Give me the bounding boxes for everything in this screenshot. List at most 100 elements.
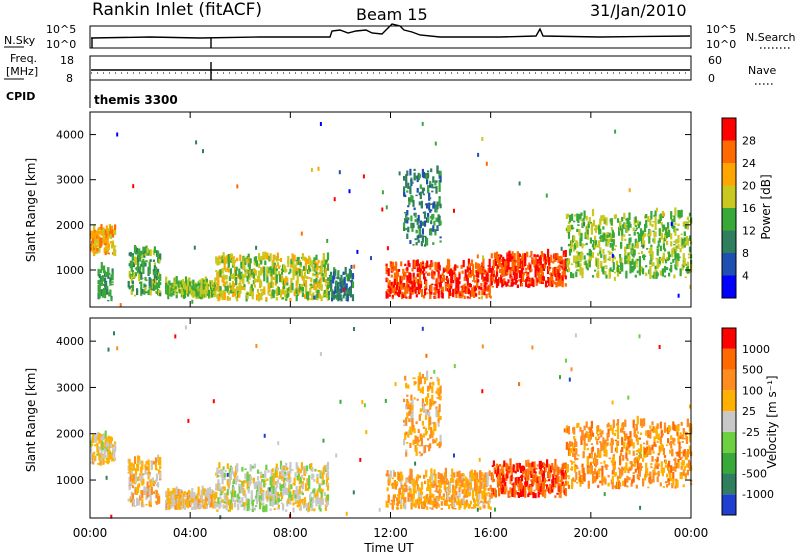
data-cell [427,212,430,220]
data-cell [536,258,539,264]
data-cell [540,251,543,258]
data-cell [612,262,615,270]
data-cell [532,279,535,288]
data-cell [325,478,328,485]
data-cell [488,470,491,477]
data-cell [518,181,521,186]
data-cell [270,469,273,477]
data-cell [534,471,537,473]
data-cell [423,474,426,479]
data-cell [432,481,435,488]
colorbar-swatch [722,208,736,231]
data-cell [111,272,114,275]
data-cell [578,229,581,236]
data-cell [386,293,389,299]
data-cell [637,252,640,255]
data-cell [232,487,236,492]
data-cell [290,258,293,268]
data-cell [342,271,345,275]
data-cell [631,258,634,265]
data-cell [673,424,676,431]
data-cell [495,270,499,277]
data-cell [434,296,437,299]
data-cell [272,472,275,480]
data-cell [416,273,419,277]
data-cell [477,270,480,278]
data-cell [289,466,292,474]
data-cell [416,267,419,273]
data-cell [630,482,633,487]
data-cell [662,486,665,488]
data-cell [153,285,156,290]
data-cell [325,294,328,298]
data-cell [199,505,202,509]
data-cell [393,495,396,499]
data-cell [98,433,101,441]
data-cell [660,222,663,226]
data-cell [670,241,673,247]
data-cell [238,483,241,488]
data-cell [388,280,391,287]
data-cell [670,440,673,449]
data-cell [343,276,346,284]
data-cell [290,484,293,490]
data-cell [292,490,295,495]
data-cell [213,491,216,495]
data-cell [264,483,267,485]
data-cell [244,271,247,278]
data-cell [483,291,486,296]
data-cell [560,256,563,262]
data-cell [215,287,218,291]
data-cell [137,264,140,269]
data-cell [260,499,263,503]
data-cell [418,270,421,278]
data-cell [681,238,684,246]
data-cell [608,232,611,238]
data-cell [450,277,453,284]
data-cell [586,252,589,256]
data-cell [228,477,231,485]
data-cell [311,507,314,512]
data-cell [681,243,684,249]
data-cell [633,261,636,267]
data-cell [431,190,434,193]
data-cell [226,285,229,293]
data-cell [321,498,324,505]
data-cell [424,500,427,508]
data-cell [687,256,691,259]
data-cell [250,268,253,276]
data-cell [453,498,456,508]
data-cell [241,466,244,472]
data-cell [105,225,108,234]
data-cell [195,140,198,145]
data-cell [405,215,408,219]
data-cell [138,252,141,259]
data-cell [626,457,629,462]
data-cell [143,486,146,494]
data-cell [157,268,160,276]
data-cell [507,262,510,270]
data-cell [103,461,106,463]
data-cell [128,285,131,290]
colorbar-swatch [722,118,736,141]
data-cell [640,466,644,468]
data-cell [148,488,151,495]
data-cell [492,478,495,482]
data-cell [511,477,514,479]
data-cell [684,276,687,279]
data-cell [453,266,456,275]
data-cell [672,258,675,263]
data-cell [429,494,432,503]
data-cell [454,508,457,510]
data-cell [655,257,658,260]
data-cell [247,253,250,260]
data-cell [420,483,424,490]
data-cell [518,271,521,279]
data-cell [662,467,665,473]
data-cell [228,276,231,281]
data-cell [226,295,229,301]
data-cell [285,276,288,279]
data-cell [311,467,314,472]
data-cell [299,476,302,484]
data-cell [283,466,286,471]
